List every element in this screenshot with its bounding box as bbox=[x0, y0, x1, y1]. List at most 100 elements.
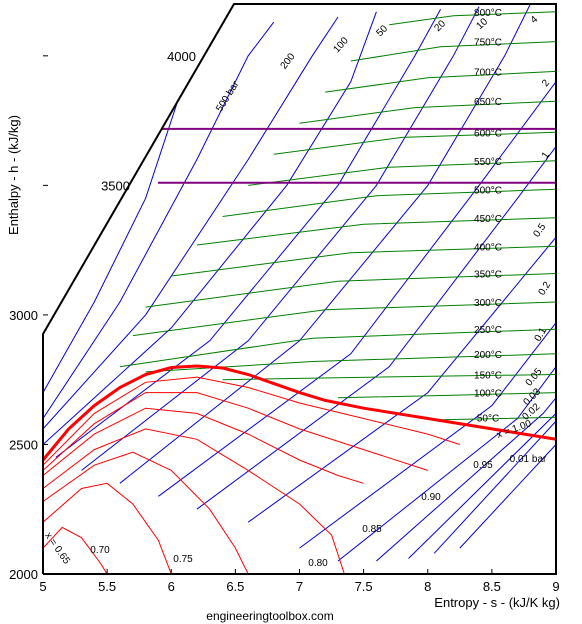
isobar-label-2: 100 bbox=[331, 35, 351, 55]
isobar-label-0: 500 bar bbox=[214, 79, 242, 114]
quality-label-4: 0.75 bbox=[173, 554, 193, 565]
quality-layer bbox=[43, 376, 460, 574]
isotherm-line-13 bbox=[222, 374, 556, 381]
isobar-label-1: 200 bbox=[279, 51, 298, 71]
quality-line-5 bbox=[43, 482, 172, 574]
isobar-line-5 bbox=[81, 6, 480, 471]
quality-label-6: x = 0.65 bbox=[42, 531, 72, 567]
y-tick-label-1: 2500 bbox=[9, 437, 38, 452]
isotherm-line-4 bbox=[273, 131, 556, 155]
x-axis-title: Entropy - s - (kJ/K kg) bbox=[434, 595, 560, 610]
isobar-label-12: 0.05 bbox=[524, 366, 545, 388]
x-tick-label-7: 8.5 bbox=[483, 579, 501, 594]
x-tick-label-8: 9 bbox=[552, 579, 559, 594]
isobar-line-8 bbox=[196, 146, 556, 510]
axes-layer: 5 5.5 6 6.5 7 7.5 8 8.5 9 2000 2500 3000 3500 4000 bbox=[9, 49, 560, 594]
isotherm-line-5 bbox=[248, 160, 556, 186]
quality-label-1: 0.90 bbox=[421, 492, 441, 503]
isotherm-label-2: 700°C bbox=[474, 67, 502, 78]
isobar-label-6: 4 bbox=[529, 14, 541, 26]
isobar-label-15: 0.01 bar bbox=[510, 454, 547, 465]
isobar-line-15 bbox=[459, 444, 556, 549]
y-tick-label-2: 3000 bbox=[9, 308, 38, 323]
quality-line-3 bbox=[43, 428, 345, 574]
isotherm-label-12: 200°C bbox=[474, 350, 502, 361]
x-tick-label-6: 8 bbox=[424, 579, 431, 594]
isotherm-line-2 bbox=[325, 70, 556, 93]
x-tick-label-5: 7.5 bbox=[355, 579, 373, 594]
isotherm-line-9 bbox=[145, 273, 556, 308]
isotherm-line-15 bbox=[440, 416, 556, 421]
quality-line-1 bbox=[43, 392, 428, 471]
quality-label-0: 0.95 bbox=[473, 460, 493, 471]
saturation-line bbox=[43, 364, 556, 461]
x-tick-label-1: 5.5 bbox=[98, 579, 116, 594]
isotherm-label-5: 550°C bbox=[474, 157, 502, 168]
isotherm-line-8 bbox=[171, 245, 556, 277]
isobar-line-14 bbox=[433, 420, 556, 554]
isotherm-line-7 bbox=[196, 217, 556, 246]
isobar-line-6 bbox=[119, 4, 531, 484]
isotherm-label-15: 50°C bbox=[477, 413, 499, 424]
quality-label-2: 0.85 bbox=[362, 524, 382, 535]
isobar-label-10: 0.2 bbox=[537, 279, 554, 297]
isotherm-line-1 bbox=[350, 41, 556, 62]
x-tick-label-2: 6 bbox=[168, 579, 175, 594]
isobar-layer bbox=[43, 4, 556, 562]
isobar-label-8: 1 bbox=[540, 150, 552, 161]
isotherm-line-11 bbox=[119, 328, 556, 368]
isotherm-line-10 bbox=[132, 301, 556, 337]
isotherm-label-0: 800°C bbox=[474, 8, 502, 19]
isotherm-label-13: 150°C bbox=[474, 371, 502, 382]
isobar-line-12 bbox=[376, 397, 556, 562]
isobar-label-11: 0.1 bbox=[533, 326, 550, 344]
isotherm-label-8: 400°C bbox=[474, 242, 502, 253]
quality-line-2 bbox=[43, 407, 364, 484]
quality-label-3: 0.80 bbox=[308, 558, 328, 569]
isotherm-label-7: 450°C bbox=[474, 214, 502, 225]
y-tick-label-3: 3500 bbox=[101, 178, 130, 193]
isotherm-line-6 bbox=[222, 188, 556, 217]
isotherm-line-0 bbox=[389, 11, 556, 26]
isotherm-label-1: 750°C bbox=[474, 38, 502, 49]
isotherm-line-3 bbox=[299, 100, 556, 124]
isobar-label-7: 2 bbox=[540, 77, 552, 89]
isobar-line-10 bbox=[299, 322, 556, 549]
isotherm-label-10: 300°C bbox=[474, 298, 502, 309]
x-tick-label-4: 7 bbox=[296, 579, 303, 594]
credit-text: engineeringtoolbox.com bbox=[206, 609, 333, 623]
isotherm-label-9: 350°C bbox=[474, 269, 502, 280]
quality-line-4 bbox=[43, 451, 249, 574]
isotherm-label-6: 500°C bbox=[474, 185, 502, 196]
isotherm-layer bbox=[119, 11, 556, 421]
x-tick-label-3: 6.5 bbox=[226, 579, 244, 594]
y-tick-label-0: 2000 bbox=[9, 567, 38, 582]
quality-line-6 bbox=[43, 526, 108, 574]
isotherm-label-11: 250°C bbox=[474, 325, 502, 336]
isobar-line-13 bbox=[408, 413, 556, 559]
isotherm-line-14 bbox=[337, 392, 556, 399]
saturation-layer bbox=[43, 364, 556, 461]
isobar-line-1 bbox=[43, 21, 275, 419]
isobar-line-4 bbox=[55, 8, 442, 458]
x-tick-label-0: 5 bbox=[39, 579, 46, 594]
isotherm-label-14: 100°C bbox=[474, 389, 502, 400]
isobar-label-9: 0.5 bbox=[531, 221, 548, 239]
chart-frame bbox=[42, 3, 557, 575]
quality-label-5: 0.70 bbox=[90, 545, 110, 556]
isobar-line-2 bbox=[43, 16, 339, 430]
isobar-line-3 bbox=[43, 11, 377, 445]
isotherm-label-3: 650°C bbox=[474, 97, 502, 108]
isobar-line-9 bbox=[247, 236, 556, 523]
isobar-label-3: 50 bbox=[374, 23, 390, 39]
y-tick-label-4: 4000 bbox=[167, 49, 196, 64]
highlight-layer bbox=[158, 127, 556, 184]
isotherm-label-4: 600°C bbox=[474, 128, 502, 139]
isotherm-line-12 bbox=[145, 353, 556, 373]
quality-line-0 bbox=[43, 376, 460, 466]
y-axis-title: Enthalpy - h - (kJ/kg) bbox=[6, 115, 21, 235]
plot-border bbox=[42, 3, 557, 575]
